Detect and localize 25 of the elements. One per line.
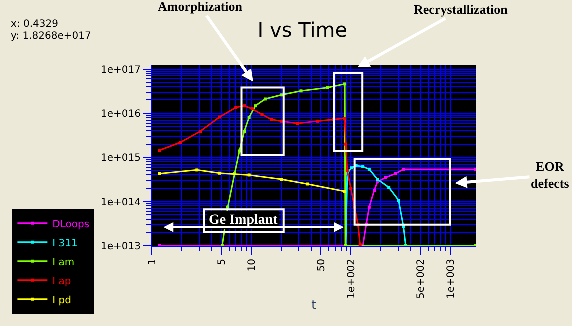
chart-title: I vs Time: [258, 18, 348, 42]
legend-label: I 311: [52, 238, 78, 250]
legend-label: I am: [52, 257, 75, 268]
annotation: Ge Implant: [209, 213, 278, 228]
x-tick-label: 5: [216, 259, 228, 266]
y-tick-label: 1e+015: [101, 153, 141, 164]
x-tick-label: 1e+003: [446, 259, 457, 299]
text: Recrystallization: [414, 2, 509, 17]
x-tick-label: 50: [316, 259, 328, 272]
text: EOR defects: [531, 159, 570, 191]
text: x: 0.4329: [11, 19, 58, 30]
y-tick-label: 1e+014: [101, 197, 141, 208]
y-tick-label: 1e+016: [101, 108, 141, 120]
x-tick-label: 5e+002: [416, 259, 427, 299]
text: y: 1.8268e+017: [11, 31, 92, 42]
legend-label: I pd: [52, 295, 72, 306]
x-axis-title: t: [312, 298, 317, 312]
y-tick-label: 1e+017: [101, 64, 141, 76]
x-tick-label: 1e+002: [346, 259, 358, 299]
x-tick-label: 1: [147, 259, 158, 266]
legend-label: DLoops: [52, 219, 90, 230]
y-tick-label: 1e+013: [101, 242, 141, 252]
text: Amorphization: [158, 0, 244, 14]
legend-label: I ap: [52, 276, 72, 288]
x-tick-label: 10: [246, 259, 258, 272]
